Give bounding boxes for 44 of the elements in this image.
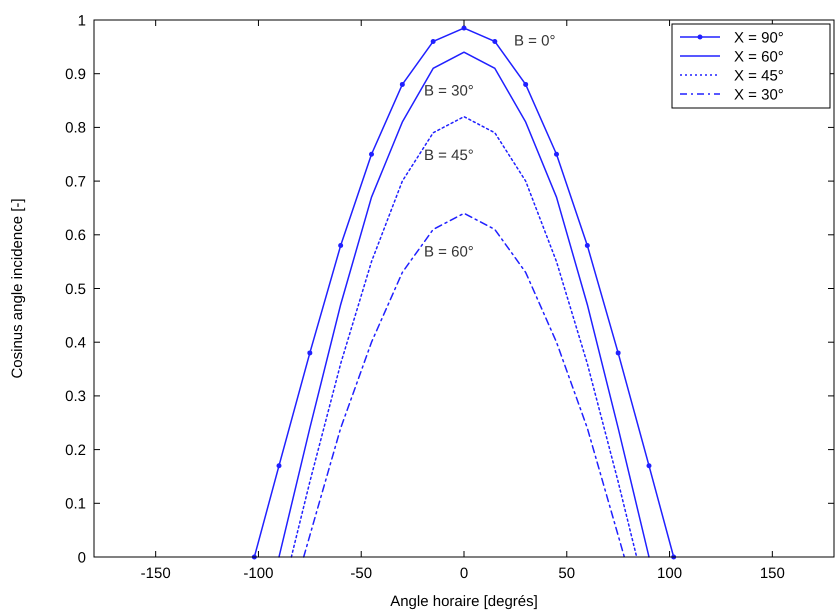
y-tick-label: 0.3 xyxy=(65,388,86,406)
point xyxy=(338,243,344,248)
point xyxy=(400,82,405,87)
x-tick-label: 150 xyxy=(760,565,785,582)
point xyxy=(616,350,621,356)
legend-label: X = 45° xyxy=(734,67,784,84)
line-series xyxy=(290,116,638,558)
annotation: B = 0° xyxy=(514,32,556,50)
point xyxy=(430,38,436,44)
y-tick-label: 0.6 xyxy=(65,227,86,244)
point xyxy=(462,26,466,31)
point xyxy=(369,152,374,157)
y-tick-label: 0.5 xyxy=(65,280,86,298)
point xyxy=(523,82,528,87)
legend-label: X = 30° xyxy=(734,86,784,104)
y-tick-label: 0.9 xyxy=(65,66,86,83)
y-tick-label: 0 xyxy=(78,549,86,566)
y-tick-label: 0.7 xyxy=(65,173,86,190)
y-tick-label: 0.8 xyxy=(65,120,86,137)
x-tick-label: -50 xyxy=(350,565,372,582)
x-tick-label: 100 xyxy=(657,565,682,582)
annotation: B = 45° xyxy=(424,146,474,164)
point xyxy=(276,463,282,468)
legend-label: X = 90° xyxy=(734,29,784,46)
y-axis-title: Cosinus angle incidence [-] xyxy=(9,198,26,379)
point xyxy=(307,350,312,356)
line-series xyxy=(278,51,650,558)
annotation: B = 30° xyxy=(424,82,474,100)
y-tick-label: 0.1 xyxy=(65,496,86,513)
point xyxy=(554,152,559,157)
line-series xyxy=(302,212,626,558)
x-tick-label: 50 xyxy=(558,565,576,582)
x-tick-label: 0 xyxy=(460,565,468,582)
annotation: B = 60° xyxy=(424,244,474,261)
point xyxy=(646,463,652,468)
legend-label: X = 60° xyxy=(734,48,784,66)
y-tick-label: 1 xyxy=(78,12,86,30)
x-tick-label: -150 xyxy=(140,565,171,582)
x-tick-label: -100 xyxy=(243,565,274,582)
point xyxy=(492,38,498,44)
y-tick-label: 0.4 xyxy=(65,334,86,352)
x-axis-title: Angle horaire [degrés] xyxy=(390,593,538,610)
point xyxy=(584,243,590,248)
y-tick-label: 0.2 xyxy=(65,442,86,459)
